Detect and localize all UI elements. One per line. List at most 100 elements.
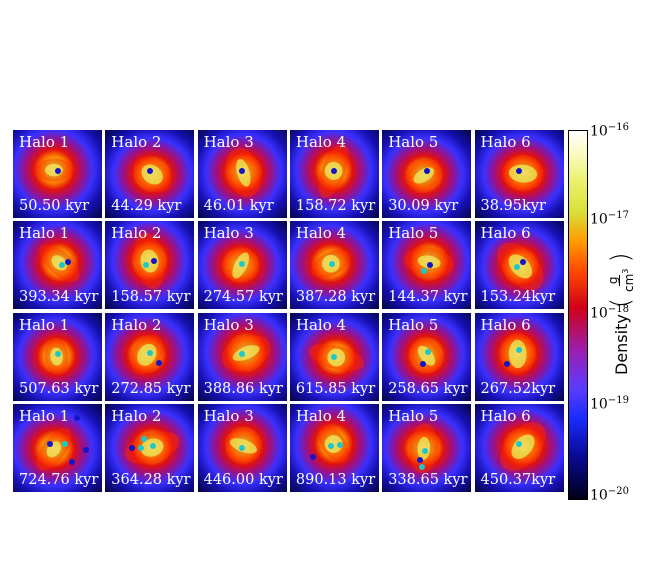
halo-label: Halo 6: [480, 133, 531, 151]
sink-particle-cyan: [143, 262, 150, 269]
halo-label: Halo 2: [111, 406, 162, 425]
colorbar-tick: 10−17: [590, 210, 629, 228]
sink-particle-blue: [310, 453, 317, 460]
time-label: 153.24kyr: [480, 289, 556, 306]
halo-panel: Halo 2 44.29 kyr: [105, 130, 195, 218]
halo-panel: Halo 2 364.28 kyr: [105, 403, 195, 492]
sink-particle-blue: [151, 257, 158, 264]
sink-particle-cyan: [419, 464, 426, 471]
time-label: 272.85 kyr: [111, 380, 191, 397]
halo-panel: Halo 1 724.76 kyr: [13, 403, 102, 492]
time-label: 387.28 kyr: [295, 289, 376, 306]
sink-particle-blue: [504, 360, 511, 367]
time-label: 446.00 kyr: [203, 471, 283, 488]
halo-label: Halo 3: [203, 133, 254, 151]
sink-particle-blue: [427, 262, 434, 269]
sink-particle-cyan: [146, 350, 153, 357]
sink-particle-blue: [74, 414, 81, 421]
time-label: 274.57 kyr: [203, 289, 283, 306]
halo-label: Halo 1: [19, 315, 70, 334]
gas-structure: [501, 156, 544, 191]
halo-panel: Halo 3 274.57 kyr: [197, 221, 287, 310]
colorbar-label-text: Density: [611, 314, 631, 375]
colorbar-tick: 10−18: [590, 304, 629, 322]
sink-particle-blue: [128, 444, 135, 451]
gas-structure: [221, 334, 270, 371]
sink-particle-blue: [423, 168, 430, 175]
time-label: 890.13 kyr: [295, 471, 376, 488]
time-label: 615.85 kyr: [295, 380, 376, 397]
time-label: 38.95kyr: [480, 198, 546, 214]
sink-particle-cyan: [516, 346, 522, 353]
sink-particle-cyan: [239, 444, 246, 451]
sink-particle-cyan: [141, 436, 148, 443]
halo-panel: Halo 5 258.65 kyr: [382, 312, 472, 401]
halo-panel: Halo 4 890.13 kyr: [289, 403, 379, 492]
halo-label: Halo 4: [295, 315, 347, 334]
sink-particle-blue: [516, 168, 522, 175]
time-label: 450.37kyr: [480, 471, 556, 488]
halo-label: Halo 1: [19, 224, 70, 243]
colorbar-tick: 10−19: [590, 395, 629, 413]
sink-particle-cyan: [514, 264, 521, 271]
halo-label: Halo 4: [295, 224, 347, 243]
halo-label: Halo 5: [388, 406, 439, 425]
time-label: 258.65 kyr: [388, 380, 468, 397]
gas-structure: [404, 247, 455, 277]
time-label: 46.01 kyr: [203, 198, 274, 214]
time-label: 393.34 kyr: [19, 289, 99, 306]
sink-particle-cyan: [328, 260, 335, 267]
sink-particle-cyan: [239, 350, 246, 357]
halo-panel: Halo 1 50.50 kyr: [13, 130, 102, 218]
halo-panel: Halo 5 338.65 kyr: [382, 403, 472, 492]
halo-label: Halo 1: [19, 406, 70, 425]
halo-panel: Halo 3 388.86 kyr: [197, 312, 287, 401]
halo-panel: Halo 5 144.37 kyr: [382, 221, 472, 310]
sink-particle-blue: [82, 446, 89, 453]
halo-panel: Halo 6 38.95kyr: [474, 130, 564, 218]
halo-label: Halo 3: [203, 406, 254, 425]
time-label: 364.28 kyr: [111, 471, 191, 488]
sink-particle-cyan: [331, 353, 338, 360]
colorbar-tick: 10−20: [590, 486, 629, 504]
halo-panel: Halo 6 153.24kyr: [474, 221, 564, 310]
time-label: 724.76 kyr: [19, 471, 99, 488]
halo-label: Halo 2: [111, 224, 162, 243]
time-label: 388.86 kyr: [203, 380, 283, 397]
halo-label: Halo 2: [111, 133, 162, 151]
halo-label: Halo 2: [111, 315, 162, 334]
sink-particle-blue: [65, 258, 72, 265]
sink-particle-blue: [155, 359, 162, 366]
sink-particle-blue: [54, 168, 61, 175]
halo-label: Halo 1: [19, 133, 70, 151]
sink-particle-blue: [47, 441, 54, 448]
gas-structure: [499, 422, 546, 471]
halo-panel: Halo 6 450.37kyr: [474, 403, 564, 492]
halo-label: Halo 3: [203, 224, 254, 243]
halo-panel: Halo 1 393.34 kyr: [13, 221, 102, 310]
sink-particle-cyan: [516, 441, 522, 448]
halo-label: Halo 3: [203, 315, 254, 334]
halo-panel: Halo 1 507.63 kyr: [13, 312, 102, 401]
halo-label: Halo 6: [480, 406, 531, 425]
halo-label: Halo 6: [480, 224, 531, 243]
time-label: 338.65 kyr: [388, 471, 468, 488]
sink-particle-cyan: [61, 441, 68, 448]
halo-panel: Halo 6 267.52kyr: [474, 312, 564, 401]
sink-particle-cyan: [150, 443, 157, 450]
sink-particle-cyan: [336, 442, 343, 449]
colorbar-unit: g cm3: [606, 268, 636, 293]
time-label: 267.52kyr: [480, 380, 556, 397]
time-label: 158.57 kyr: [111, 289, 191, 306]
halo-panel: Halo 3 446.00 kyr: [197, 403, 287, 492]
density-colorbar: [568, 130, 588, 500]
halo-panel: Halo 2 158.57 kyr: [105, 221, 195, 310]
halo-label: Halo 5: [388, 224, 439, 243]
time-label: 158.72 kyr: [295, 198, 376, 214]
sink-particle-blue: [331, 168, 338, 175]
halo-panel: Halo 4 158.72 kyr: [289, 130, 379, 218]
sink-particle-blue: [520, 258, 527, 265]
sink-particle-blue: [146, 168, 153, 175]
sink-particle-blue: [68, 458, 75, 465]
sink-particle-blue: [420, 360, 427, 367]
